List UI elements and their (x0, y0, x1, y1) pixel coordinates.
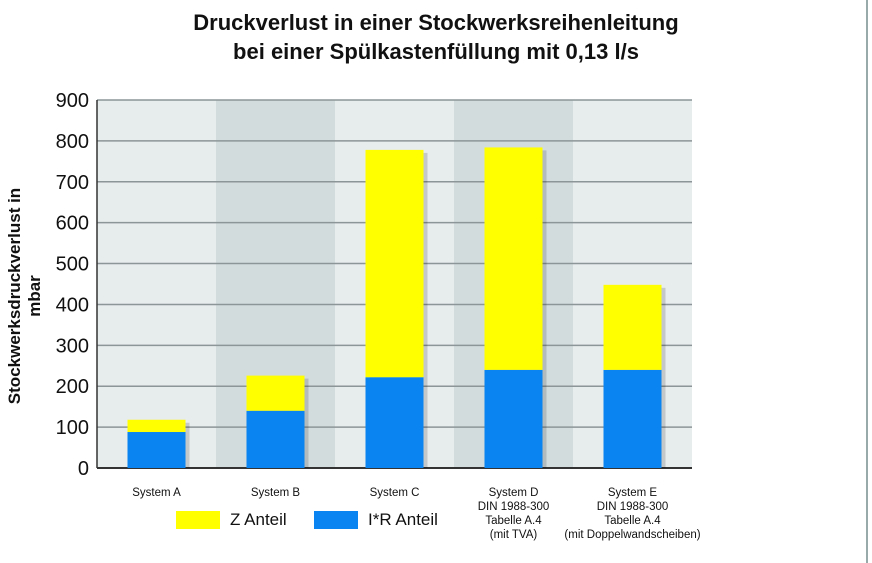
x-tick-label: DIN 1988-300 (597, 501, 669, 513)
bar-z-segment (246, 375, 305, 411)
y-tick-label: 700 (56, 172, 89, 194)
bar-ir-segment (127, 432, 186, 468)
x-tick-label: System B (251, 487, 301, 499)
bar-ir-segment (246, 410, 305, 468)
frame-border (866, 0, 868, 563)
bar-z-segment (127, 419, 186, 433)
legend-label-z: Z Anteil (230, 510, 287, 529)
y-tick-label: 600 (56, 213, 89, 235)
x-tick-label: Tabelle A.4 (485, 515, 542, 527)
x-tick-label: DIN 1988-300 (478, 501, 550, 513)
y-tick-label: 300 (56, 335, 89, 357)
bar-ir-segment (484, 369, 543, 468)
x-tick-label: Tabelle A.4 (604, 515, 661, 527)
y-tick-label: 200 (56, 376, 89, 398)
legend-swatch-ir (314, 511, 358, 529)
background-band (97, 100, 216, 468)
y-tick-label: 500 (56, 254, 89, 276)
x-tick-label: System E (608, 487, 658, 499)
y-tick-label: 0 (78, 458, 89, 480)
x-tick-label: (mit TVA) (490, 529, 538, 541)
legend-item-z: Z Anteil (176, 510, 287, 530)
y-tick-label: 400 (56, 294, 89, 316)
y-tick-label: 800 (56, 131, 89, 153)
bar-ir-segment (603, 369, 662, 468)
bar-z-segment (603, 284, 662, 370)
bar-z-segment (484, 147, 543, 370)
bar-ir-segment (365, 377, 424, 468)
x-tick-label: System A (132, 487, 181, 499)
legend-item-ir: I*R Anteil (314, 510, 438, 530)
legend-label-ir: I*R Anteil (368, 510, 438, 529)
y-tick-label: 100 (56, 417, 89, 439)
chart-subtitle: bei einer Spülkastenfüllung mit 0,13 l/s (233, 39, 639, 64)
y-tick-label: 900 (56, 90, 89, 112)
x-tick-label: System C (370, 487, 420, 499)
chart-title: Druckverlust in einer Stockwerksreihenle… (193, 10, 679, 35)
bar-z-segment (365, 149, 424, 378)
legend-swatch-z (176, 511, 220, 529)
x-tick-label: System D (489, 487, 539, 499)
x-tick-label: (mit Doppelwandscheiben) (564, 529, 700, 541)
